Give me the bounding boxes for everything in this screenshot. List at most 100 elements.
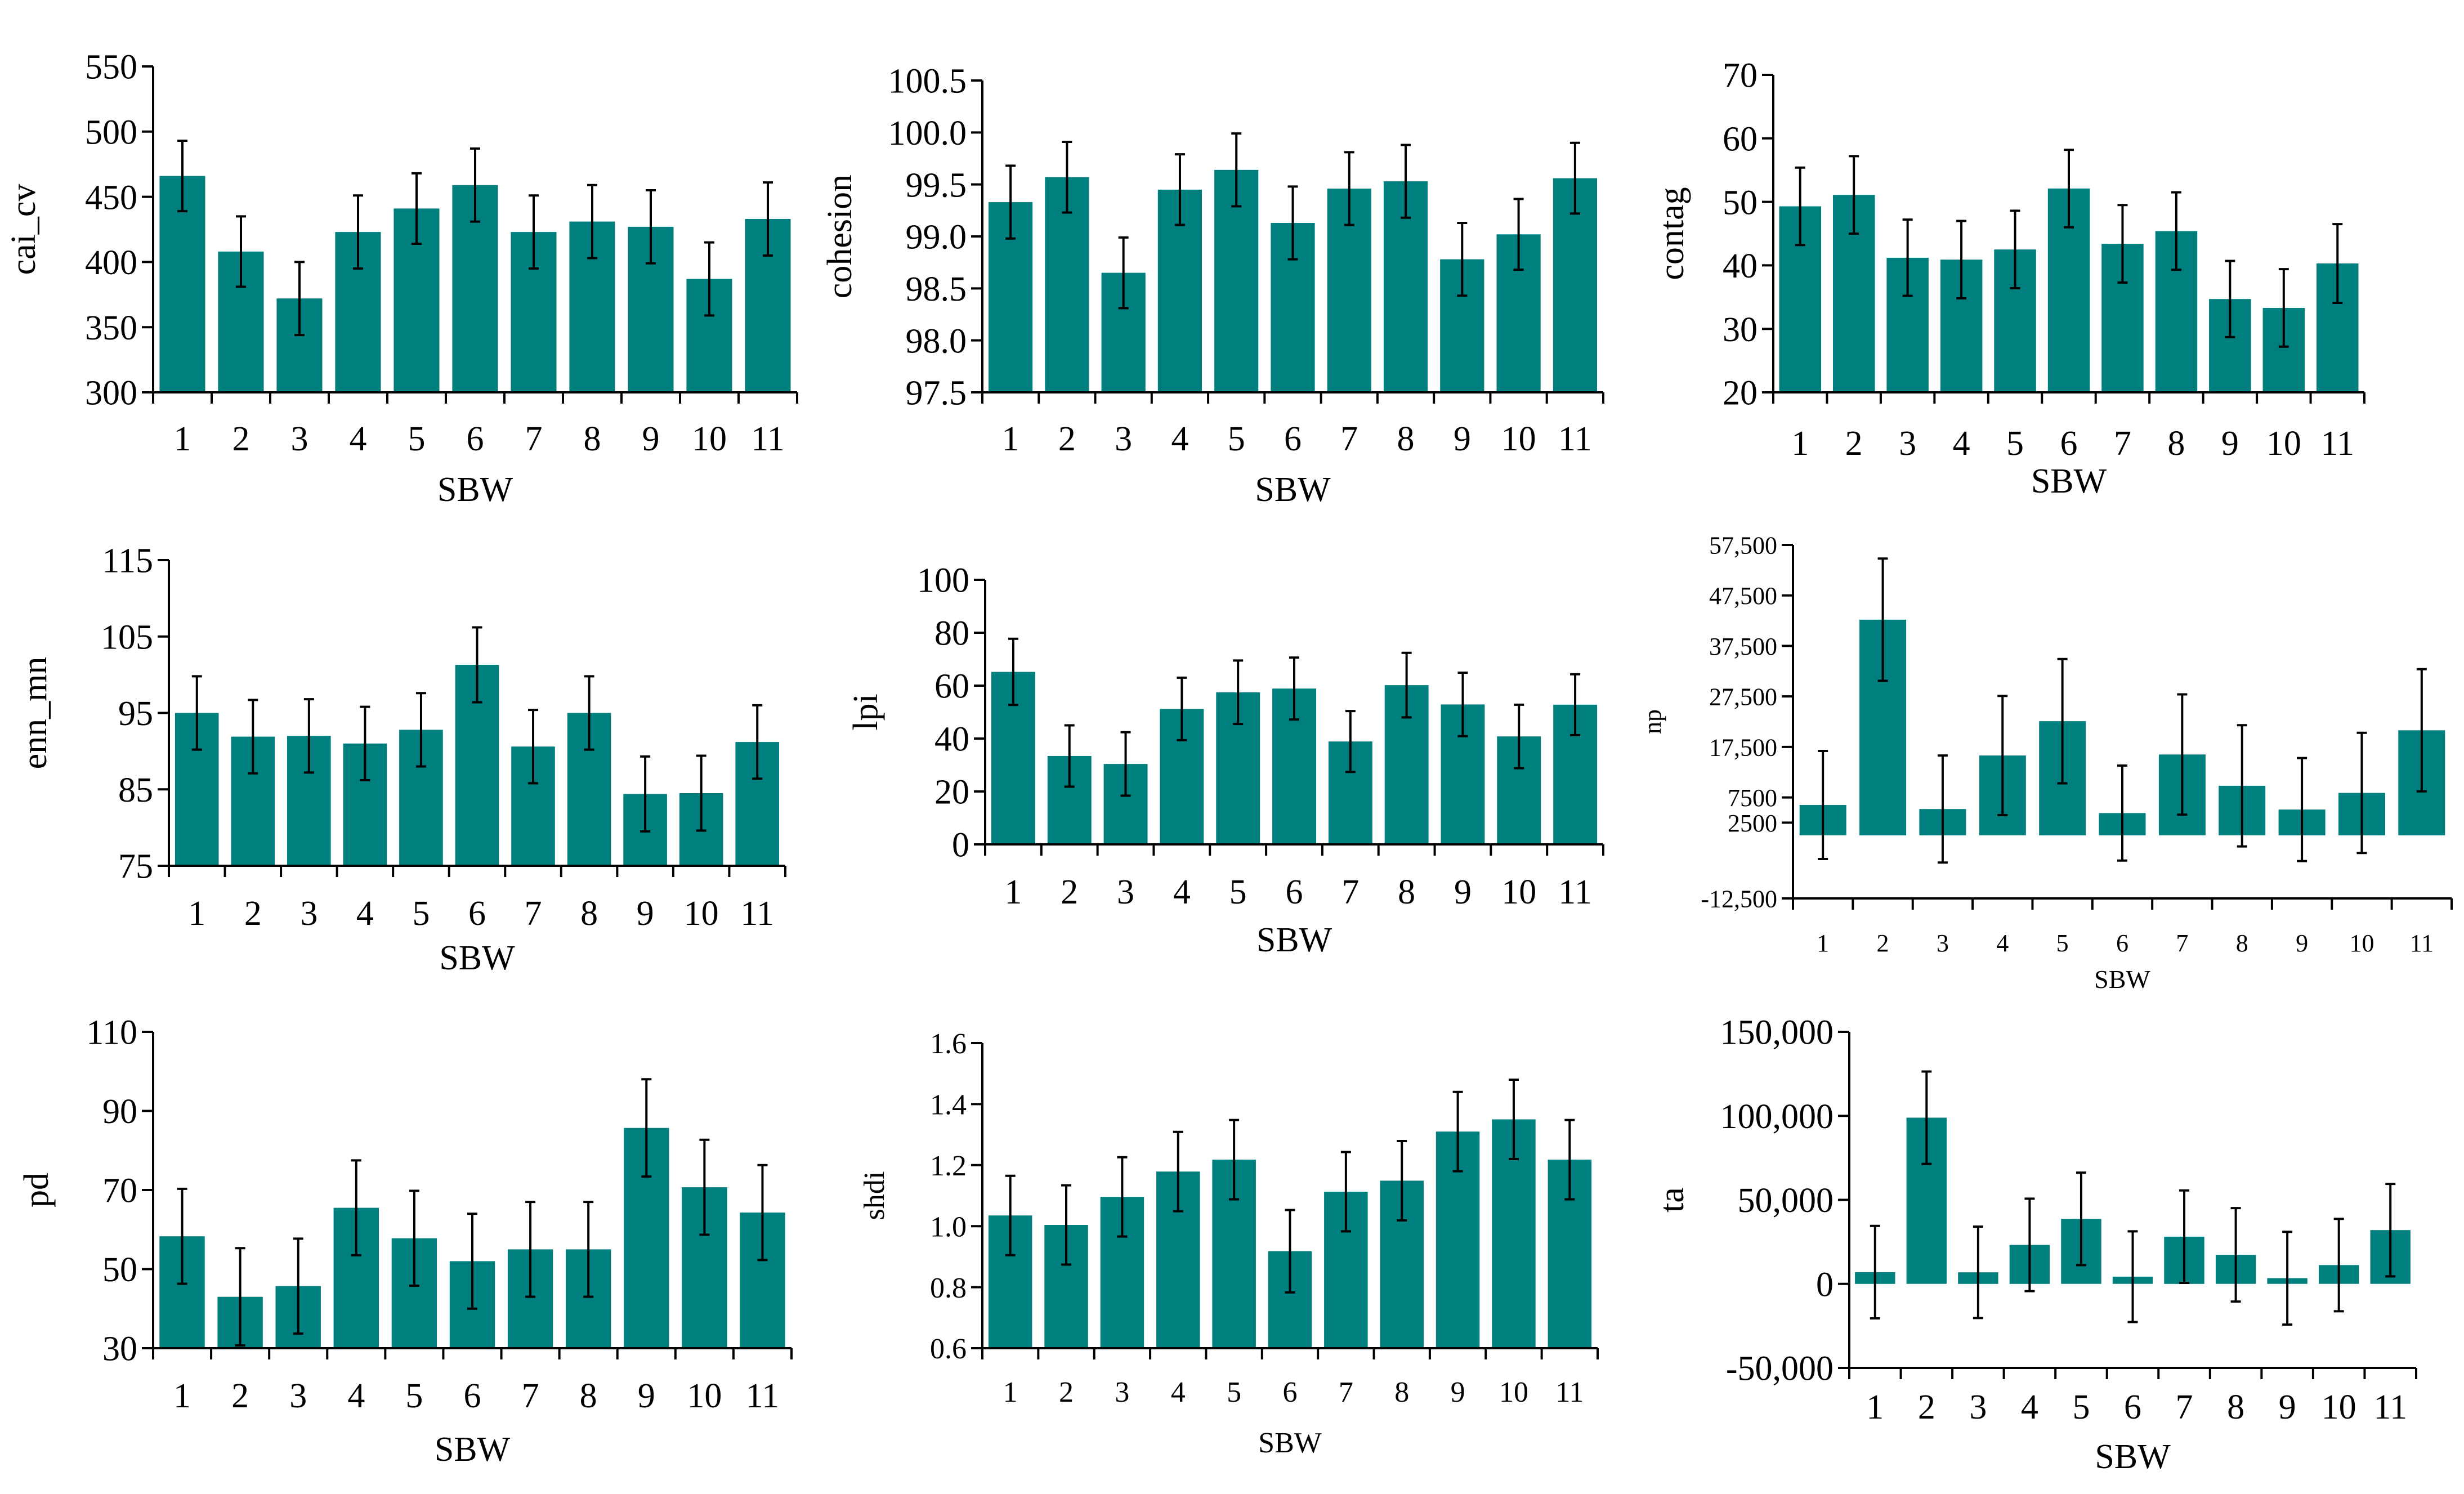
x-tick-label: 7 (2176, 1388, 2193, 1426)
x-tick-label: 9 (2296, 929, 2308, 957)
y-tick-label: 27,500 (1709, 683, 1777, 711)
y-tick-label: 60 (1723, 120, 1758, 159)
x-axis-title: SBW (2095, 1438, 2171, 1476)
x-tick-label: 5 (1229, 873, 1247, 911)
x-tick-label: 8 (2227, 1388, 2244, 1426)
error-bar (1508, 1079, 1519, 1160)
x-axis-title: SBW (437, 471, 513, 509)
error-bar (470, 147, 480, 223)
x-tick-label: 8 (1398, 873, 1415, 911)
x-tick-label: 7 (1341, 873, 1359, 911)
y-tick-label: 70 (1723, 57, 1758, 95)
y-tick-label: 40 (1723, 247, 1758, 285)
y-tick-label: 50,000 (1738, 1182, 1834, 1220)
x-tick-label: 2 (232, 420, 250, 458)
x-tick-label: 5 (408, 420, 426, 458)
error-bar (2010, 209, 2020, 290)
x-tick-label: 6 (468, 894, 486, 933)
error-bar (2278, 268, 2289, 348)
error-bar (696, 754, 706, 832)
y-tick-label: 37,500 (1709, 633, 1777, 660)
x-tick-label: 9 (637, 894, 654, 933)
x-tick-label: 11 (1558, 873, 1592, 911)
error-bar (1997, 695, 2008, 816)
x-tick-label: 5 (2056, 929, 2069, 957)
error-bar (1514, 703, 1524, 770)
y-tick-label: 300 (85, 374, 137, 413)
error-bar (1401, 651, 1412, 719)
error-bar (2117, 204, 2128, 284)
error-bar (587, 184, 597, 260)
error-bar (1233, 659, 1244, 726)
x-tick-label: 5 (2006, 424, 2024, 463)
x-tick-label: 9 (2279, 1388, 2296, 1426)
y-tick-label: 0.8 (930, 1272, 967, 1304)
y-tick-label: 110 (86, 1014, 137, 1052)
y-axis-title: np (1639, 709, 1666, 734)
y-tick-label: 57,500 (1709, 531, 1777, 559)
error-bar (525, 1201, 536, 1298)
x-axis-title: SBW (2094, 965, 2150, 994)
error-bar (1061, 1184, 1072, 1266)
x-tick-label: 7 (525, 894, 542, 933)
x-tick-label: 2 (1877, 929, 1889, 957)
error-bar (351, 1159, 361, 1256)
y-tick-label: 0 (1816, 1265, 1834, 1304)
y-tick-label: 100.5 (888, 62, 967, 101)
error-bar (1956, 220, 1967, 300)
x-tick-label: 11 (751, 420, 785, 458)
x-tick-label: 11 (746, 1377, 780, 1415)
x-tick-label: 1 (1791, 424, 1809, 463)
error-bar (529, 194, 539, 270)
error-bar (1397, 1139, 1407, 1222)
error-bar (472, 626, 482, 704)
x-tick-label: 4 (2021, 1388, 2038, 1426)
error-bar (1008, 637, 1018, 706)
error-bar (763, 181, 773, 257)
error-bar (704, 241, 714, 317)
error-bar (1173, 1130, 1183, 1213)
y-tick-label: 450 (85, 178, 137, 217)
error-bar (1513, 198, 1524, 271)
error-bar (409, 1189, 419, 1287)
x-tick-label: 8 (580, 894, 598, 933)
y-tick-label: 70 (102, 1172, 137, 1210)
x-tick-label: 10 (1499, 1376, 1528, 1408)
y-tick-label: 500 (85, 114, 137, 152)
y-tick-label: 95 (118, 695, 153, 733)
error-bar (1118, 236, 1129, 310)
x-tick-label: 1 (173, 1377, 191, 1415)
error-bar (1285, 1209, 1295, 1294)
x-tick-label: 10 (687, 1377, 722, 1415)
error-bar (2177, 693, 2188, 816)
x-tick-label: 9 (1454, 420, 1471, 458)
x-tick-label: 7 (1339, 1376, 1353, 1408)
error-bar (640, 755, 651, 833)
y-axis-title: enn_mn (16, 657, 54, 770)
x-tick-label: 8 (584, 420, 601, 458)
error-bar (2385, 1183, 2396, 1278)
y-tick-label: 50 (1723, 184, 1758, 222)
error-bar (1005, 164, 1016, 240)
x-tick-label: 1 (1004, 873, 1022, 911)
y-tick-label: 150,000 (1720, 1014, 1834, 1052)
x-tick-label: 4 (1171, 420, 1188, 458)
error-bar (1229, 1119, 1240, 1201)
y-tick-label: 0 (952, 826, 969, 865)
chart-enn-mn: 75 85 95 105 115 1 2 3 4 5 6 7 8 9 10 11 SBW enn_mn (16, 542, 786, 977)
error-bar (236, 215, 246, 288)
x-tick-label: 10 (2349, 929, 2374, 957)
x-tick-label: 8 (2236, 929, 2248, 957)
x-tick-label: 5 (2072, 1388, 2090, 1426)
x-tick-label: 11 (2410, 929, 2434, 957)
y-axis-title: pd (17, 1173, 56, 1207)
x-tick-label: 5 (405, 1377, 423, 1415)
chart-contag: 20 30 40 50 60 70 1 2 3 4 5 6 7 8 9 10 11 SBW contag (1653, 57, 2365, 500)
error-bar (191, 675, 202, 751)
error-bar (248, 699, 258, 775)
y-tick-label: 1.2 (930, 1150, 967, 1182)
x-tick-label: 10 (2322, 1388, 2356, 1426)
x-tick-label: 8 (1397, 420, 1415, 458)
x-tick-label: 2 (1059, 1376, 1074, 1408)
